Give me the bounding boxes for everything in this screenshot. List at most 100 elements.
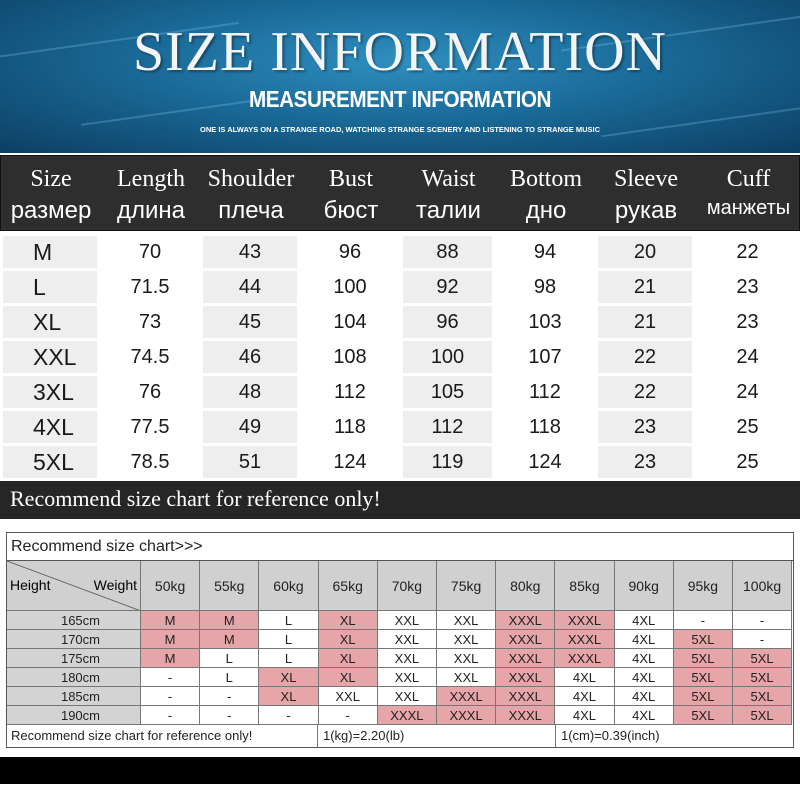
measurement-value: 119 (403, 446, 492, 478)
size-row: XL 73 45 104 96 103 21 23 (0, 305, 800, 339)
measurement-value: 24 (736, 381, 759, 403)
recommended-size-cell: 5XL (673, 649, 733, 668)
measurement-value: 25 (736, 416, 759, 438)
recommended-size-cell: XXXL (496, 706, 556, 725)
recommended-size-cell: - (200, 706, 260, 725)
recommended-size-cell: - (141, 668, 201, 687)
recommended-size-cell: 4XL (555, 687, 615, 706)
recommended-size-cell: L (200, 649, 260, 668)
recommended-size-cell: - (141, 706, 201, 725)
measurement-value: 23 (598, 446, 692, 478)
measurement-value: 49 (203, 411, 297, 443)
recommended-size-cell: 5XL (673, 706, 733, 725)
recommended-size-cell: XXXL (437, 687, 497, 706)
measurement-value: 94 (533, 241, 557, 263)
weight-header: 60kg (259, 561, 319, 611)
measurement-value: 105 (403, 376, 492, 408)
size-label: 3XL (3, 376, 97, 408)
measurement-value: 118 (529, 416, 561, 438)
size-row: M 70 43 96 88 94 20 22 (0, 235, 800, 269)
recommended-size-cell: 5XL (733, 706, 793, 725)
recommended-size-cell: XXXL (496, 649, 556, 668)
column-header-ru: талии (416, 197, 481, 224)
recommended-size-cell: XXXL (377, 706, 437, 725)
recommend-footer-note: Recommend size chart for reference only! (11, 728, 253, 743)
size-table-footer-text: Recommend size chart for reference only! (10, 486, 381, 511)
measurement-value: 51 (203, 446, 297, 478)
recommended-size-cell: - (259, 706, 319, 725)
measurement-value: 22 (598, 376, 692, 408)
measurement-value: 108 (333, 346, 367, 368)
measurement-value: 22 (598, 341, 692, 373)
recommended-size-cell: XXL (437, 649, 497, 668)
column-header-ru: длина (116, 197, 185, 224)
measurement-value: 43 (203, 236, 297, 268)
measurement-value: 112 (334, 381, 366, 403)
recommended-size-cell: 4XL (614, 706, 674, 725)
recommended-size-cell: XL (318, 630, 378, 649)
weight-header: 50kg (141, 561, 201, 611)
banner-subtitle: MEASUREMENT INFORMATION (248, 86, 552, 112)
measurement-value: 88 (403, 236, 492, 268)
recommended-size-cell: XXL (377, 668, 437, 687)
measurement-value: 76 (138, 381, 162, 403)
corner-weight-label: Weight (93, 577, 137, 593)
recommended-size-cell: - (733, 611, 793, 630)
recommended-size-cell: M (141, 649, 201, 668)
measurement-value: 23 (598, 411, 692, 443)
size-row: XXL 74.5 46 108 100 107 22 24 (0, 340, 800, 374)
recommended-size-cell: - (318, 706, 378, 725)
weight-header: 100kg (733, 561, 793, 611)
weight-header: 65kg (318, 561, 378, 611)
column-header-en: Bottom (509, 166, 582, 192)
weight-header: 75kg (437, 561, 497, 611)
recommended-size-cell: - (141, 687, 201, 706)
recommended-size-cell: 5XL (673, 630, 733, 649)
recommended-size-cell: 4XL (614, 611, 674, 630)
size-information-banner: SIZE INFORMATION MEASUREMENT INFORMATION… (0, 0, 800, 153)
size-column-header: Shoulder плеча (201, 156, 301, 232)
recommended-size-cell: XXXL (555, 630, 615, 649)
measurement-value: 48 (203, 376, 297, 408)
size-label: XL (3, 306, 97, 338)
recommend-footer-kg: 1(kg)=2.20(lb) (323, 728, 405, 743)
measurement-value: 103 (528, 311, 562, 333)
size-label: M (3, 236, 97, 268)
recommended-size-cell: XXL (377, 611, 437, 630)
measurement-value: 23 (736, 311, 759, 333)
measurement-value: 112 (403, 411, 492, 443)
size-column-header: Bust бюст (301, 156, 401, 232)
recommended-size-cell: XXL (377, 649, 437, 668)
column-header-en: Bust (328, 166, 373, 192)
column-header-en: Cuff (726, 166, 771, 192)
banner-title: SIZE INFORMATION (133, 21, 667, 83)
column-header-en: Waist (421, 166, 476, 192)
recommended-size-cell: 4XL (614, 668, 674, 687)
measurement-value: 21 (598, 306, 692, 338)
measurement-value: 21 (598, 271, 692, 303)
recommended-size-cell: - (200, 687, 260, 706)
size-column-header: Bottom дно (496, 156, 596, 232)
height-weight-corner: Height Weight (7, 561, 141, 611)
recommend-chart-footer: Recommend size chart for reference only!… (7, 725, 793, 747)
column-header-en: Size (30, 166, 72, 192)
bottom-bar (0, 757, 800, 784)
recommended-size-cell: XXL (437, 630, 497, 649)
measurement-value: 96 (338, 241, 362, 263)
height-label: 165cm (7, 611, 141, 630)
measurement-value: 25 (736, 451, 759, 473)
weight-header: 55kg (200, 561, 260, 611)
recommended-size-cell: XXL (318, 687, 378, 706)
size-table-body: M 70 43 96 88 94 20 22 L 71.5 44 100 92 98 21 23 XL 73 45 1… (0, 231, 800, 481)
recommended-size-cell: XXXL (496, 668, 556, 687)
column-header-en: Shoulder (207, 166, 295, 192)
measurement-value: 77.5 (130, 416, 170, 438)
recommended-size-cell: XL (259, 668, 319, 687)
size-label: XXL (3, 341, 97, 373)
recommended-size-cell: M (200, 630, 260, 649)
recommended-size-cell: M (141, 630, 201, 649)
recommended-size-cell: XL (318, 649, 378, 668)
size-label: L (3, 271, 97, 303)
column-header-ru: плеча (218, 197, 284, 224)
recommended-size-cell: XXXL (555, 611, 615, 630)
